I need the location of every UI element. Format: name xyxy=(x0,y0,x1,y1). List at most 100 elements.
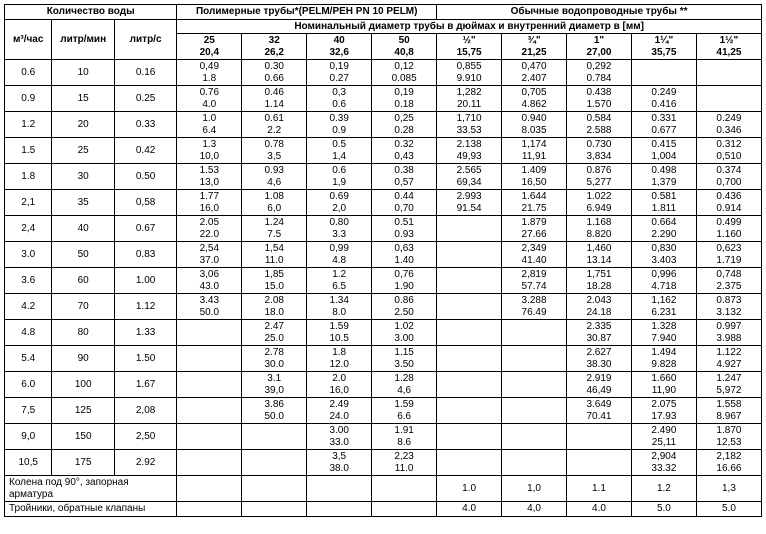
water-cell: 150 xyxy=(52,424,114,450)
value-cell: 1.4949.828 xyxy=(631,346,696,372)
water-cell: 70 xyxy=(52,294,114,320)
value-cell: 1,46013.14 xyxy=(567,242,632,268)
pipe-col-header: 3226,2 xyxy=(242,34,307,60)
water-cell: 90 xyxy=(52,346,114,372)
pipe-col-header: 1½"41,25 xyxy=(696,34,761,60)
value-cell: 1,8515.0 xyxy=(242,268,307,294)
value-cell xyxy=(437,450,502,476)
water-cell: 0.42 xyxy=(114,138,176,164)
value-cell: 2,5437.0 xyxy=(177,242,242,268)
table-row: 0.6100.160,491.80.300.660,190.270,120.08… xyxy=(5,60,762,86)
value-cell: 0.5811.811 xyxy=(631,190,696,216)
table-row: 2,4400.672.0522.01.247.50.803.30.510.93 … xyxy=(5,216,762,242)
table-footer: Колена под 90°, запорная арматура1.01,01… xyxy=(5,476,762,517)
water-cell: 1.2 xyxy=(5,112,52,138)
value-cell: 0.51,4 xyxy=(307,138,372,164)
value-cell: 0,7054.862 xyxy=(502,86,567,112)
water-cell: 1.12 xyxy=(114,294,176,320)
water-cell: 0,58 xyxy=(114,190,176,216)
value-cell: 0.9408.035 xyxy=(502,112,567,138)
value-cell: 0.4151,004 xyxy=(631,138,696,164)
value-cell: 1,17411,91 xyxy=(502,138,567,164)
table-row: 1.2200.331.06.40.612.20.390.90,250.281,7… xyxy=(5,112,762,138)
value-cell: 1.596.6 xyxy=(372,398,437,424)
value-cell: 1.40916,50 xyxy=(502,164,567,190)
water-cell: 6.0 xyxy=(5,372,52,398)
value-cell: 0.61,9 xyxy=(307,164,372,190)
value-cell: 1.310,0 xyxy=(177,138,242,164)
value-cell xyxy=(437,242,502,268)
value-cell: 3,0643.0 xyxy=(177,268,242,294)
pipe-col-header: 2520,4 xyxy=(177,34,242,60)
value-cell: 0.390.9 xyxy=(307,112,372,138)
value-cell: 1,1626.231 xyxy=(631,294,696,320)
value-cell xyxy=(177,450,242,476)
value-cell: 2,18216.66 xyxy=(696,450,761,476)
water-cell: 1.67 xyxy=(114,372,176,398)
value-cell: 1.284,6 xyxy=(372,372,437,398)
value-cell: 1.0226.949 xyxy=(567,190,632,216)
value-cell: 2.4725.0 xyxy=(242,320,307,346)
value-cell: 0.862.50 xyxy=(372,294,437,320)
water-cell: 0.6 xyxy=(5,60,52,86)
value-cell: 2.7830.0 xyxy=(242,346,307,372)
value-cell: 1,5411.0 xyxy=(242,242,307,268)
footer-label: Колена под 90°, запорная арматура xyxy=(5,476,177,502)
water-cell: 0.83 xyxy=(114,242,176,268)
hdr-m3h: м³/час xyxy=(5,19,52,60)
value-cell: 1,71033.53 xyxy=(437,112,502,138)
value-cell: 0,491.8 xyxy=(177,60,242,86)
value-cell: 2.016,0 xyxy=(307,372,372,398)
value-cell xyxy=(437,320,502,346)
value-cell: 3.8650.0 xyxy=(242,398,307,424)
value-cell: 1.348.0 xyxy=(307,294,372,320)
value-cell: 0,761.90 xyxy=(372,268,437,294)
water-cell: 7,5 xyxy=(5,398,52,424)
water-cell: 2,08 xyxy=(114,398,176,424)
water-cell: 25 xyxy=(52,138,114,164)
value-cell: 0,190.27 xyxy=(307,60,372,86)
footer-cell: 1,0 xyxy=(502,476,567,502)
value-cell: 0.4981,379 xyxy=(631,164,696,190)
value-cell: 0,2920.784 xyxy=(567,60,632,86)
value-cell: 0,30.6 xyxy=(307,86,372,112)
value-cell xyxy=(437,216,502,242)
value-cell: 0.510.93 xyxy=(372,216,437,242)
value-cell: 1.5910.5 xyxy=(307,320,372,346)
water-cell: 175 xyxy=(52,450,114,476)
water-cell: 10,5 xyxy=(5,450,52,476)
value-cell: 1.64421.75 xyxy=(502,190,567,216)
water-cell: 50 xyxy=(52,242,114,268)
value-cell: 3.28876.49 xyxy=(502,294,567,320)
value-cell: 0.3740,700 xyxy=(696,164,761,190)
value-cell: 0,9964.718 xyxy=(631,268,696,294)
value-cell: 2.33530.87 xyxy=(567,320,632,346)
value-cell: 1.153.50 xyxy=(372,346,437,372)
value-cell: 0,4702.407 xyxy=(502,60,567,86)
value-cell xyxy=(502,398,567,424)
water-cell: 15 xyxy=(52,86,114,112)
value-cell: 0.2490.416 xyxy=(631,86,696,112)
value-cell xyxy=(437,268,502,294)
value-cell: 0.934,6 xyxy=(242,164,307,190)
value-cell: 3.0033.0 xyxy=(307,424,372,450)
table-row: 6.01001.67 3.139,02.016,01.284,6 2.91946… xyxy=(5,372,762,398)
pipe-col-header: ¾"21,25 xyxy=(502,34,567,60)
value-cell: 2.56569,34 xyxy=(437,164,502,190)
footer-cell: 4.0 xyxy=(567,502,632,517)
value-cell: 0.4991.160 xyxy=(696,216,761,242)
table-row: 1.8300.501.5313,00.934,60.61,90.380,572.… xyxy=(5,164,762,190)
value-cell: 0,190.18 xyxy=(372,86,437,112)
value-cell xyxy=(502,450,567,476)
value-cell: 3.4350.0 xyxy=(177,294,242,320)
value-cell xyxy=(177,320,242,346)
value-cell xyxy=(242,424,307,450)
value-cell: 3.64970.41 xyxy=(567,398,632,424)
water-cell: 0.16 xyxy=(114,60,176,86)
value-cell: 0.7303,834 xyxy=(567,138,632,164)
value-cell xyxy=(437,398,502,424)
value-cell: 0,7482.375 xyxy=(696,268,761,294)
footer-cell xyxy=(177,476,242,502)
value-cell: 3,538.0 xyxy=(307,450,372,476)
water-cell: 4.2 xyxy=(5,294,52,320)
